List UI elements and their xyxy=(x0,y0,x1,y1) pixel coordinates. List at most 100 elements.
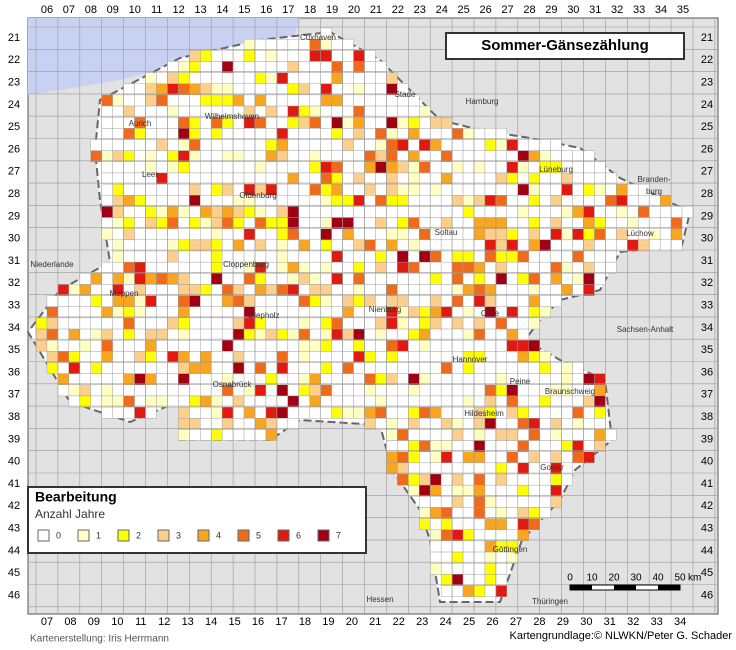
column-label: 32 xyxy=(611,4,623,16)
grid-cell xyxy=(123,206,135,218)
place-label: Hannover xyxy=(453,355,488,364)
grid-cell xyxy=(243,150,256,162)
grid-cell xyxy=(342,38,354,51)
grid-cell xyxy=(484,206,497,218)
grid-cell xyxy=(364,83,376,96)
scale-label: 50 xyxy=(674,573,686,584)
place-label: Diepholz xyxy=(248,311,279,320)
grid-cell xyxy=(243,72,256,84)
grid-cell xyxy=(167,183,179,196)
grid-cell xyxy=(298,61,310,73)
grid-cell xyxy=(200,340,212,352)
grid-cell xyxy=(375,250,387,263)
grid-cell xyxy=(200,250,212,263)
grid-cell xyxy=(254,72,267,84)
grid-cell xyxy=(375,105,387,118)
grid-cell xyxy=(254,38,267,51)
grid-cell xyxy=(605,228,617,241)
grid-cell xyxy=(178,116,190,129)
grid-cell xyxy=(430,373,442,385)
grid-cell xyxy=(221,128,234,140)
grid-cell xyxy=(550,451,562,464)
grid-cell xyxy=(101,172,113,185)
grid-cell xyxy=(484,228,497,241)
grid-cell xyxy=(309,50,321,62)
grid-cell xyxy=(484,239,497,252)
grid-cell xyxy=(68,317,80,330)
grid-cell xyxy=(550,284,562,296)
grid-cell xyxy=(298,250,310,263)
row-label: 27 xyxy=(701,166,713,178)
grid-cell xyxy=(189,239,201,252)
grid-cell xyxy=(462,172,475,185)
grid-cell xyxy=(342,239,354,252)
grid-cell xyxy=(265,116,278,129)
grid-cell xyxy=(484,496,497,508)
grid-cell xyxy=(408,172,420,185)
grid-cell xyxy=(572,195,584,207)
row-label: 31 xyxy=(701,255,713,267)
grid-cell xyxy=(112,161,124,174)
grid-cell xyxy=(484,384,497,397)
grid-cell xyxy=(462,496,475,508)
grid-cell xyxy=(451,206,464,218)
grid-cell xyxy=(200,195,212,207)
grid-cell xyxy=(178,261,190,274)
grid-cell xyxy=(473,585,486,597)
grid-cell xyxy=(484,161,497,174)
legend-swatch xyxy=(77,529,90,542)
grid-cell xyxy=(506,317,519,330)
grid-cell xyxy=(101,406,113,419)
grid-cell xyxy=(430,384,442,397)
grid-cell xyxy=(145,128,157,140)
grid-cell xyxy=(430,328,442,341)
grid-cell xyxy=(309,306,321,319)
grid-cell xyxy=(68,373,80,385)
grid-cell xyxy=(309,373,321,385)
grid-cell xyxy=(364,217,376,229)
grid-cell xyxy=(517,306,529,319)
column-label: 10 xyxy=(129,4,141,16)
grid-cell xyxy=(265,328,278,341)
grid-cell xyxy=(517,384,529,397)
grid-cell xyxy=(134,228,146,241)
grid-cell xyxy=(276,38,289,51)
grid-cell xyxy=(287,395,300,408)
grid-cell xyxy=(539,284,551,296)
grid-cell xyxy=(178,373,190,385)
grid-cell xyxy=(495,507,508,519)
grid-cell xyxy=(594,261,606,274)
grid-cell xyxy=(473,295,486,307)
grid-cell xyxy=(495,496,508,508)
grid-cell xyxy=(517,351,529,363)
grid-cell xyxy=(298,161,310,174)
grid-cell xyxy=(101,150,113,162)
grid-cell xyxy=(123,328,135,341)
grid-cell xyxy=(298,116,310,129)
grid-cell xyxy=(156,373,168,385)
grid-cell xyxy=(320,206,332,218)
grid-cell xyxy=(134,373,146,385)
grid-cell xyxy=(200,72,212,84)
grid-cell xyxy=(484,529,497,542)
grid-cell xyxy=(397,228,409,241)
grid-cell xyxy=(506,284,519,296)
grid-cell xyxy=(200,217,212,229)
grid-cell xyxy=(397,217,409,229)
grid-cell xyxy=(156,128,168,140)
grid-cell xyxy=(430,507,442,519)
grid-cell xyxy=(594,440,606,452)
grid-cell xyxy=(440,484,453,497)
grid-cell xyxy=(517,395,529,408)
grid-cell xyxy=(386,183,398,196)
grid-cell xyxy=(145,328,157,341)
grid-cell xyxy=(484,128,497,140)
grid-cell xyxy=(178,228,190,241)
grid-cell xyxy=(462,518,475,530)
grid-cell xyxy=(539,484,551,497)
grid-cell xyxy=(419,406,431,419)
grid-cell xyxy=(550,195,562,207)
grid-cell xyxy=(364,228,376,241)
grid-cell xyxy=(320,239,332,252)
grid-cell xyxy=(364,395,376,408)
